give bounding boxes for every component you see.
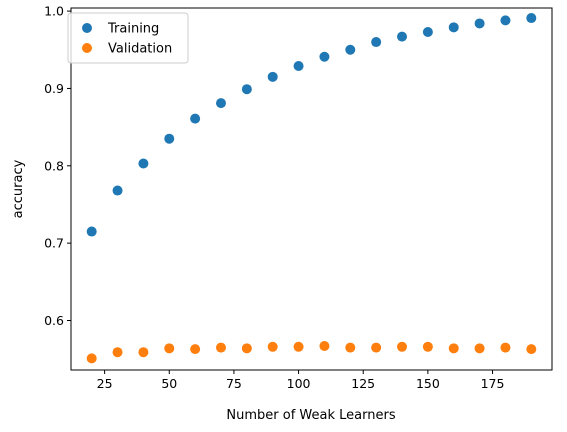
point-validation bbox=[215, 342, 226, 353]
point-validation bbox=[397, 341, 408, 352]
y-tick-label: 0.9 bbox=[44, 81, 64, 96]
point-validation bbox=[86, 353, 97, 364]
point-validation bbox=[500, 342, 511, 353]
legend-label-training: Training bbox=[107, 22, 159, 37]
point-training bbox=[86, 226, 97, 237]
point-validation bbox=[422, 341, 433, 352]
legend-label-validation: Validation bbox=[108, 42, 172, 57]
x-tick-label: 100 bbox=[287, 376, 311, 391]
y-axis-label: accuracy bbox=[11, 159, 26, 218]
legend-marker-validation bbox=[82, 43, 92, 53]
point-training bbox=[371, 37, 382, 48]
point-validation bbox=[371, 342, 382, 353]
y-tick-label: 1.0 bbox=[44, 4, 64, 19]
point-training bbox=[190, 113, 201, 124]
point-validation bbox=[345, 342, 356, 353]
legend: Training Validation bbox=[67, 12, 189, 64]
legend-box bbox=[67, 12, 189, 64]
legend-marker-training bbox=[82, 23, 92, 33]
point-training bbox=[345, 44, 356, 55]
point-validation bbox=[474, 343, 485, 354]
point-training bbox=[293, 61, 304, 72]
point-training bbox=[138, 158, 149, 169]
point-training bbox=[112, 185, 123, 196]
plot-marks bbox=[86, 13, 537, 364]
point-training bbox=[526, 13, 537, 24]
x-tick-label: 175 bbox=[481, 376, 505, 391]
x-tick-label: 25 bbox=[97, 376, 113, 391]
plot-area-frame bbox=[70, 7, 553, 371]
point-validation bbox=[190, 344, 201, 355]
point-training bbox=[215, 98, 226, 109]
point-training bbox=[500, 15, 511, 26]
point-validation bbox=[112, 347, 123, 358]
x-axis: 25 50 75 100 125 150 175 bbox=[97, 370, 505, 391]
point-training bbox=[241, 84, 252, 95]
y-axis: 0.6 0.7 0.8 0.9 1.0 bbox=[44, 4, 71, 328]
y-tick-label: 0.8 bbox=[44, 158, 64, 173]
point-training bbox=[319, 51, 330, 62]
point-validation bbox=[164, 343, 175, 354]
point-validation bbox=[526, 344, 537, 355]
x-tick-label: 50 bbox=[161, 376, 177, 391]
point-validation bbox=[267, 341, 278, 352]
point-training bbox=[448, 22, 459, 33]
point-training bbox=[267, 71, 278, 82]
y-tick-label: 0.7 bbox=[44, 236, 64, 251]
point-validation bbox=[138, 347, 149, 358]
point-training bbox=[397, 31, 408, 42]
point-training bbox=[164, 133, 175, 144]
point-validation bbox=[293, 341, 304, 352]
x-tick-label: 150 bbox=[416, 376, 440, 391]
point-training bbox=[474, 18, 485, 29]
y-tick-label: 0.6 bbox=[44, 313, 64, 328]
point-validation bbox=[448, 343, 459, 354]
point-training bbox=[422, 26, 433, 37]
x-axis-label: Number of Weak Learners bbox=[226, 408, 395, 423]
point-validation bbox=[241, 343, 252, 354]
x-tick-label: 125 bbox=[351, 376, 375, 391]
point-validation bbox=[319, 341, 330, 352]
x-tick-label: 75 bbox=[226, 376, 242, 391]
